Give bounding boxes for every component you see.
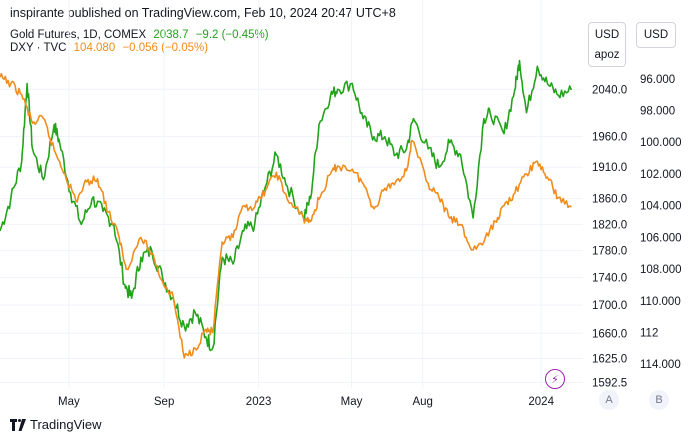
footer-brand-label: TradingView: [30, 417, 102, 432]
legend-dxy[interactable]: DXY · TVC 104.080 −0.056 (−0.05%): [10, 42, 212, 54]
legend-gold-price: 2038.7: [153, 29, 189, 41]
time-axis-tick-label: May: [58, 396, 80, 408]
gold-axis-tick-label: 1820.0: [592, 219, 627, 231]
dxy-axis-tick-label: 100.000: [640, 137, 682, 149]
dxy-axis-tick-label: 114.000: [640, 359, 681, 371]
legend-gold[interactable]: Gold Futures, 1D, COMEX 2038.7 −9.2 (−0.…: [10, 29, 273, 41]
time-axis[interactable]: May Sep 2023 May Aug 2024: [58, 396, 555, 408]
time-axis-tick-label: Aug: [412, 396, 432, 408]
gold-price-axis[interactable]: 1592.5 1625.0 1660.0 1700.0 1740.0 1780.0 1820…: [592, 84, 627, 389]
tradingview-logo-icon: [10, 418, 26, 431]
dxy-axis-tick-label: 108.000: [640, 264, 682, 276]
gold-axis-tick-label: 1960.0: [592, 132, 627, 144]
footer-brand[interactable]: TradingView: [10, 417, 102, 432]
dxy-axis-tick-label: 104.000: [640, 201, 682, 213]
grid: [0, 0, 583, 388]
dxy-axis-tick-label: 96.000: [640, 74, 675, 86]
gold-axis-tick-label: 1780.0: [592, 246, 627, 258]
legend-gold-name: Gold Futures, 1D, COMEX: [10, 29, 147, 41]
legend-dxy-name: DXY · TVC: [10, 42, 67, 54]
dxy-series-line: [0, 72, 572, 359]
dxy-price-axis[interactable]: 96.000 98.000 100.000 102.000 104.000 106.000…: [640, 74, 682, 371]
lightning-icon[interactable]: ⚡: [545, 369, 565, 389]
gold-axis-currency[interactable]: USD: [588, 22, 626, 48]
time-axis-tick-label: 2023: [246, 396, 272, 408]
legend-dxy-change: −0.056 (−0.05%): [122, 42, 209, 54]
time-axis-tick-label: May: [341, 396, 363, 408]
auto-scale-button[interactable]: A: [599, 390, 619, 410]
gold-axis-unit[interactable]: apoz: [588, 44, 626, 67]
dxy-axis-tick-label: 98.000: [640, 106, 675, 118]
gold-axis-tick-label: 1700.0: [592, 300, 627, 312]
gold-axis-tick-label: 1625.0: [592, 354, 627, 366]
dxy-axis-currency[interactable]: USD: [636, 22, 676, 48]
time-axis-tick-label: Sep: [154, 396, 174, 408]
dxy-axis-tick-label: 102.000: [640, 169, 682, 181]
dxy-axis-tick-label: 112: [640, 328, 658, 340]
scale-toggle-button[interactable]: B: [649, 390, 669, 410]
series-layer: [0, 59, 573, 359]
publish-header: inspirante published on TradingView.com,…: [10, 6, 396, 20]
gold-axis-tick-label: 2040.0: [592, 84, 627, 96]
gold-axis-tick-label: 1860.0: [592, 194, 627, 206]
legend-gold-change: −9.2 (−0.45%): [195, 29, 269, 41]
gold-series-line: [0, 59, 573, 352]
time-axis-tick-label: 2024: [528, 396, 554, 408]
gold-axis-tick-label: 1910.0: [592, 162, 627, 174]
gold-axis-tick-label: 1592.5: [592, 377, 627, 389]
dxy-axis-tick-label: 106.000: [640, 232, 682, 244]
gold-axis-tick-label: 1740.0: [592, 273, 627, 285]
dxy-axis-tick-label: 110.000: [640, 296, 681, 308]
legend-dxy-price: 104.080: [73, 42, 116, 54]
gold-axis-tick-label: 1660.0: [592, 328, 627, 340]
